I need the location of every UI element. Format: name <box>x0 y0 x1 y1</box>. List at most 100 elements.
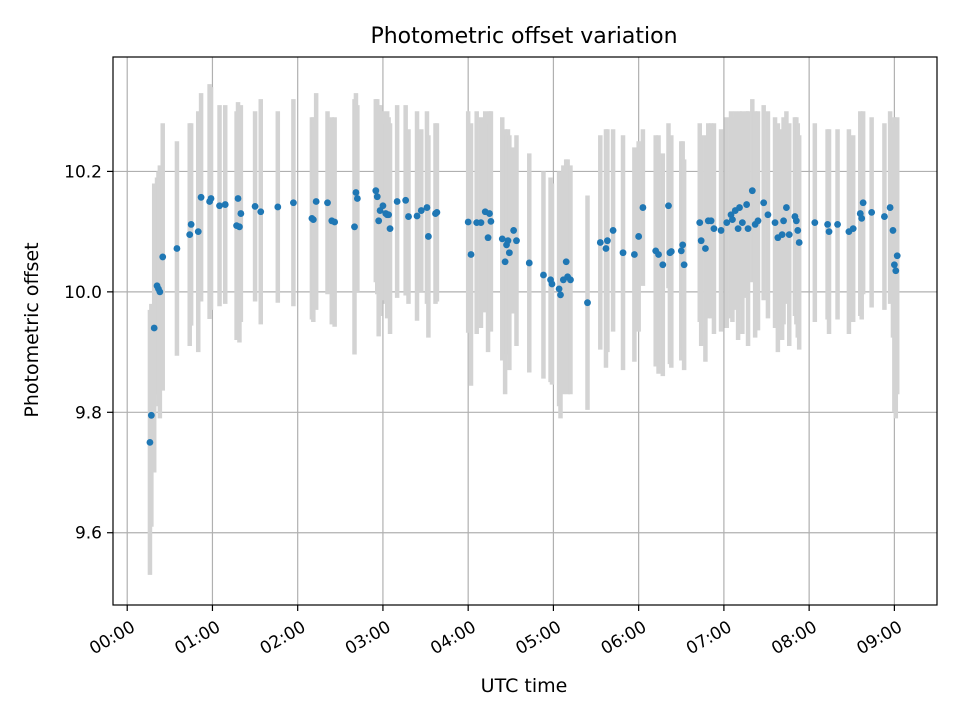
data-point <box>743 201 751 208</box>
data-point <box>834 221 841 228</box>
data-point <box>237 210 245 217</box>
data-point <box>795 239 803 246</box>
data-point <box>609 227 617 234</box>
data-point <box>696 219 704 227</box>
data-point <box>734 225 742 233</box>
data-point <box>540 271 547 279</box>
data-point <box>886 204 894 211</box>
data-point <box>717 227 725 234</box>
data-point <box>783 204 790 211</box>
data-point <box>290 199 297 207</box>
data-point <box>147 411 155 419</box>
data-point <box>794 227 802 234</box>
data-point <box>655 251 662 258</box>
data-point <box>352 189 360 196</box>
data-point <box>353 195 361 202</box>
axes-frame <box>112 56 938 606</box>
data-point <box>312 198 320 205</box>
data-point <box>771 219 779 227</box>
data-point <box>792 217 800 225</box>
data-point <box>156 288 164 296</box>
y-tick-label: 10.0 <box>64 283 102 303</box>
data-point <box>221 201 229 208</box>
data-point <box>173 245 181 252</box>
data-point <box>557 291 564 299</box>
data-point <box>197 193 205 201</box>
data-point <box>379 202 387 210</box>
data-point <box>372 187 380 195</box>
data-point <box>754 217 762 225</box>
data-point <box>604 237 611 245</box>
data-point <box>710 225 718 233</box>
data-point <box>501 258 509 266</box>
data-point <box>402 196 410 204</box>
data-point <box>405 213 412 220</box>
data-point <box>892 267 900 275</box>
data-point <box>567 276 574 284</box>
data-point <box>373 193 381 201</box>
data-point <box>393 198 401 205</box>
data-point <box>584 299 591 307</box>
data-point <box>889 227 897 234</box>
data-point <box>785 231 793 239</box>
data-points <box>146 187 901 446</box>
data-point <box>413 212 421 220</box>
data-point <box>487 218 495 225</box>
data-point <box>385 211 393 219</box>
data-point <box>207 195 215 202</box>
data-point <box>679 241 687 249</box>
data-point <box>677 247 685 255</box>
data-point <box>331 218 339 226</box>
data-point <box>667 248 675 255</box>
data-point <box>433 208 441 216</box>
data-point <box>159 253 167 261</box>
data-point <box>619 249 627 257</box>
data-point <box>505 249 513 257</box>
data-point <box>680 261 688 269</box>
data-point <box>187 221 195 228</box>
data-point <box>257 208 265 216</box>
data-point <box>630 251 638 258</box>
data-point <box>849 225 857 233</box>
data-point <box>525 259 533 267</box>
data-point <box>375 217 383 225</box>
data-point <box>186 231 194 239</box>
data-point <box>596 239 604 246</box>
data-point <box>748 187 756 195</box>
data-point <box>274 203 282 211</box>
data-point <box>738 219 746 227</box>
data-point <box>780 217 787 225</box>
data-point <box>324 199 331 207</box>
data-point <box>760 199 768 207</box>
y-tick-label: 9.6 <box>75 524 102 544</box>
data-point <box>555 285 563 293</box>
data-point <box>890 261 898 269</box>
data-point <box>659 261 667 269</box>
data-point <box>858 214 866 222</box>
data-point <box>665 202 672 210</box>
data-point <box>236 223 243 231</box>
data-point <box>562 258 570 266</box>
data-point <box>778 231 786 239</box>
data-point <box>859 199 867 207</box>
data-point <box>386 225 394 233</box>
data-point <box>498 235 506 243</box>
data-point <box>697 237 705 245</box>
data-point <box>868 208 876 216</box>
data-point <box>702 245 709 252</box>
data-point <box>194 228 202 236</box>
data-point <box>309 216 317 223</box>
data-point <box>639 204 647 211</box>
data-point <box>723 219 731 227</box>
data-point <box>486 210 493 217</box>
data-point <box>477 219 485 227</box>
data-point <box>736 204 743 211</box>
data-point <box>251 202 259 210</box>
data-point <box>417 207 425 214</box>
data-point <box>150 324 158 332</box>
data-point <box>351 223 358 231</box>
data-point <box>510 227 518 234</box>
